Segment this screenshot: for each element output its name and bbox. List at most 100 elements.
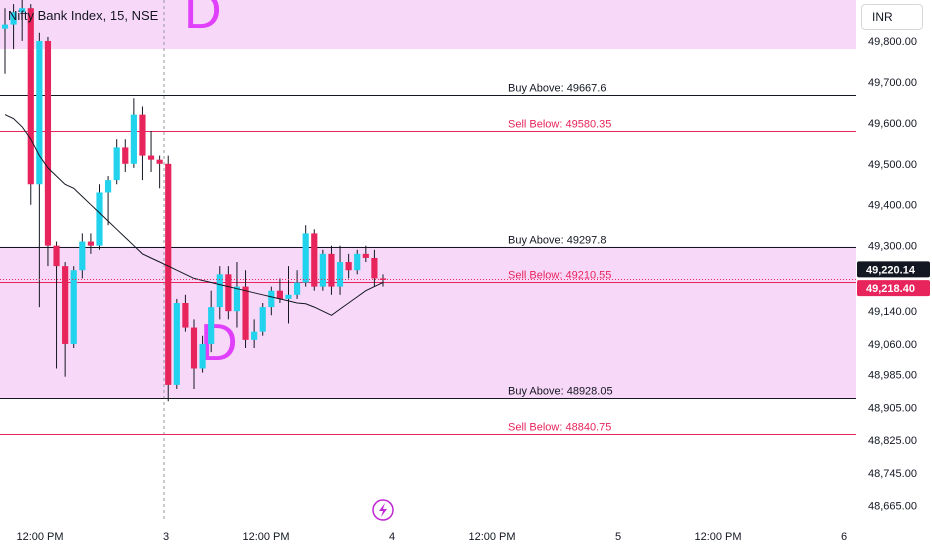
level-label-6: Sell Below: 48840.75	[508, 422, 611, 434]
candle-body	[27, 8, 34, 185]
y-tick-label: 49,700.00	[868, 77, 917, 89]
candle-body	[199, 343, 206, 369]
candle-body	[293, 282, 301, 295]
candle	[362, 245, 369, 263]
zone-letter-2: D	[200, 314, 238, 372]
candle	[165, 155, 172, 402]
x-tick-label: 12:00 PM	[242, 531, 289, 543]
y-tick-label: 49,500.00	[868, 159, 917, 171]
candle-body	[242, 286, 249, 340]
candle	[311, 229, 318, 291]
candle	[122, 139, 129, 172]
candle	[44, 36, 52, 267]
candle-body	[122, 147, 129, 164]
candle	[156, 155, 163, 189]
candle	[53, 241, 60, 369]
candle-body	[190, 327, 198, 369]
y-tick-label: 48,745.00	[868, 468, 917, 480]
y-tick-label: 48,825.00	[868, 435, 917, 447]
candle-body	[251, 331, 258, 340]
candle	[268, 286, 275, 316]
candle-body	[139, 114, 146, 156]
current-price-label: 49,218.40	[866, 283, 915, 295]
candle-body	[36, 40, 43, 185]
candle-body	[96, 192, 103, 246]
candle-body	[19, 8, 26, 13]
candle	[190, 319, 198, 389]
candle-body	[302, 233, 309, 283]
candle	[19, 0, 26, 41]
candle-body	[62, 266, 69, 344]
candle	[336, 245, 344, 295]
y-tick-label: 49,060.00	[868, 339, 917, 351]
candle-body	[87, 241, 95, 246]
last-price-badge	[857, 261, 930, 278]
x-tick-label: 12:00 PM	[16, 531, 63, 543]
y-tick-label: 49,140.00	[868, 306, 917, 318]
candle	[62, 262, 69, 377]
candle-body	[130, 114, 137, 164]
candle	[345, 253, 352, 279]
candle	[139, 106, 146, 181]
candle	[216, 266, 223, 320]
candle-body	[311, 233, 318, 287]
candle-body	[371, 257, 378, 279]
level-label-4: Sell Below: 49210.55	[508, 270, 611, 282]
y-tick-label: 48,905.00	[868, 402, 917, 414]
x-tick-label: 4	[389, 531, 395, 543]
x-tick-label: 5	[615, 531, 621, 543]
candle-body	[328, 253, 335, 287]
candle	[225, 266, 232, 320]
y-tick-label: 49,400.00	[868, 200, 917, 212]
current-price-badge	[857, 280, 930, 297]
candle-body	[173, 302, 180, 385]
candle-body	[70, 270, 77, 344]
candle	[96, 184, 103, 250]
y-tick-label: 48,985.00	[868, 370, 917, 382]
candle-body	[216, 274, 223, 308]
x-tick-label: 12:00 PM	[468, 531, 515, 543]
candle-body	[53, 245, 60, 267]
lightning-icon[interactable]	[372, 499, 394, 521]
y-tick-label: 49,600.00	[868, 118, 917, 130]
candle	[242, 270, 249, 349]
symbol-title: Nifty Bank Index, 15, NSE	[8, 8, 159, 23]
candle	[208, 290, 215, 353]
candle	[199, 335, 206, 373]
candle	[104, 176, 112, 226]
candle-body	[336, 262, 344, 287]
candle-body	[79, 241, 86, 271]
candle-body	[165, 163, 172, 385]
candle-body	[147, 155, 155, 160]
candle-body	[345, 262, 352, 271]
candle	[233, 262, 241, 328]
candle	[328, 245, 335, 295]
candle	[113, 139, 120, 185]
candle	[70, 266, 77, 349]
candle	[302, 225, 309, 287]
candle	[319, 249, 326, 291]
x-tick-label: 3	[163, 531, 169, 543]
demand-zone-1	[0, 0, 856, 50]
candle	[293, 270, 301, 299]
candle-body	[362, 253, 369, 258]
candle	[379, 274, 387, 287]
candle	[10, 4, 17, 50]
candle-body	[319, 253, 326, 287]
y-tick-label: 48,665.00	[868, 501, 917, 513]
candle	[27, 4, 34, 205]
candle-body	[268, 290, 275, 308]
level-label-2: Sell Below: 49580.35	[508, 119, 611, 131]
candle-body	[379, 278, 387, 280]
candle-body	[259, 307, 266, 332]
currency-selector-button[interactable]: INR	[861, 4, 923, 30]
candle-body	[10, 12, 17, 25]
candle	[1, 8, 9, 74]
candle-body	[354, 253, 361, 271]
x-tick-label: 6	[841, 531, 847, 543]
candle	[182, 294, 189, 332]
candle-body	[44, 40, 52, 246]
candle	[371, 249, 378, 287]
